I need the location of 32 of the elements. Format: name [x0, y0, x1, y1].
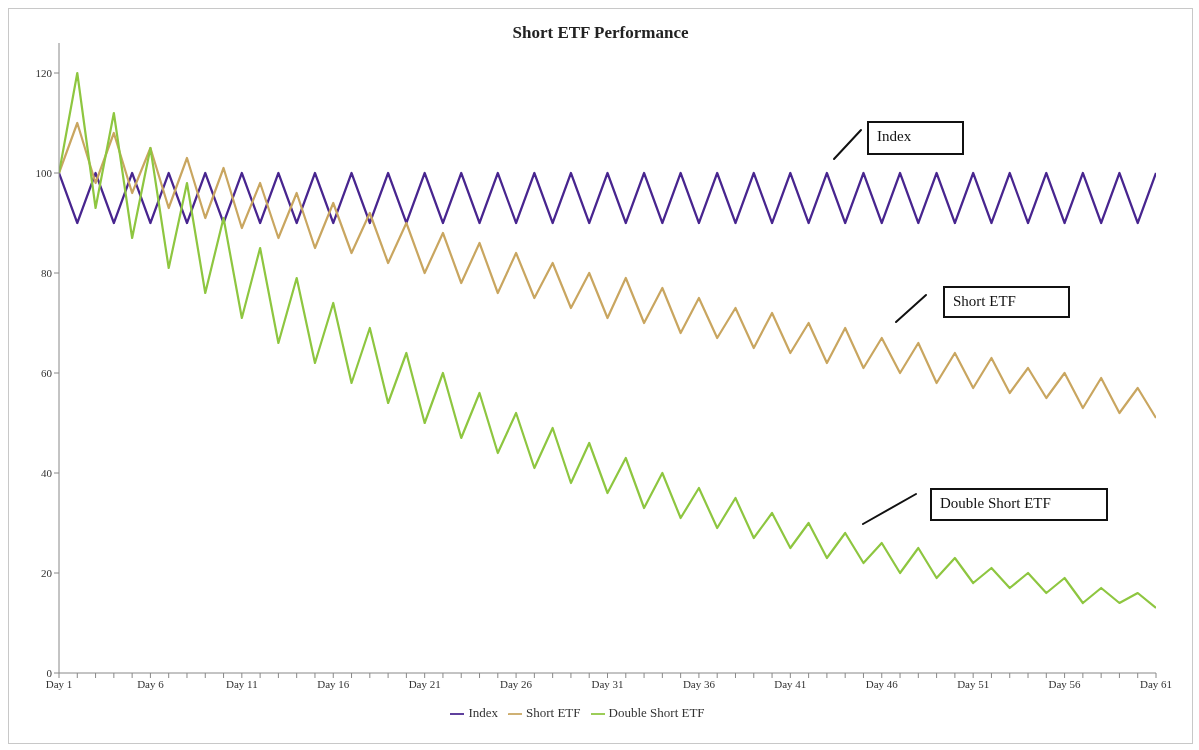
x-tick-label: Day 6 — [137, 677, 165, 690]
x-tick-label: Day 1 — [45, 677, 73, 690]
x-tick-label: Day 31 — [591, 677, 624, 690]
y-tick-label: 60 — [41, 366, 53, 379]
y-tick-label: 0 — [46, 666, 53, 679]
x-tick-label: Day 46 — [865, 677, 899, 690]
legend-label: Double Short ETF — [608, 705, 705, 720]
callout: Short ETF — [894, 284, 1072, 324]
chart-title: Short ETF Performance — [511, 23, 690, 43]
legend-label: Index — [468, 705, 498, 720]
callout: Double Short ETF — [861, 486, 1110, 526]
line-series — [59, 121, 1156, 420]
x-tick-label: Day 36 — [682, 677, 716, 690]
x-tick-label: Day 41 — [774, 677, 807, 690]
y-tick-label: 20 — [41, 566, 53, 579]
x-tick-label: Day 11 — [226, 677, 258, 690]
annotation: Index — [877, 128, 912, 144]
x-tick-label: Day 51 — [957, 677, 990, 690]
y-tick-label: 80 — [41, 266, 53, 279]
y-tick-label: 40 — [41, 466, 53, 479]
x-tick-label: Day 21 — [408, 677, 441, 690]
x-tick-label: Day 61 — [1139, 677, 1173, 690]
line-series — [59, 71, 1156, 610]
callout: Index — [832, 119, 966, 161]
annotation: Double Short ETF — [940, 495, 1051, 511]
legend-label: Short ETF — [526, 705, 581, 720]
annotation: Short ETF — [953, 293, 1016, 309]
x-tick-label: Day 26 — [500, 677, 533, 690]
x-tick-label: Day 56 — [1048, 677, 1082, 690]
y-tick-label: 120 — [35, 66, 53, 79]
y-tick-label: 100 — [35, 166, 53, 179]
x-tick-label: Day 16 — [317, 677, 350, 690]
